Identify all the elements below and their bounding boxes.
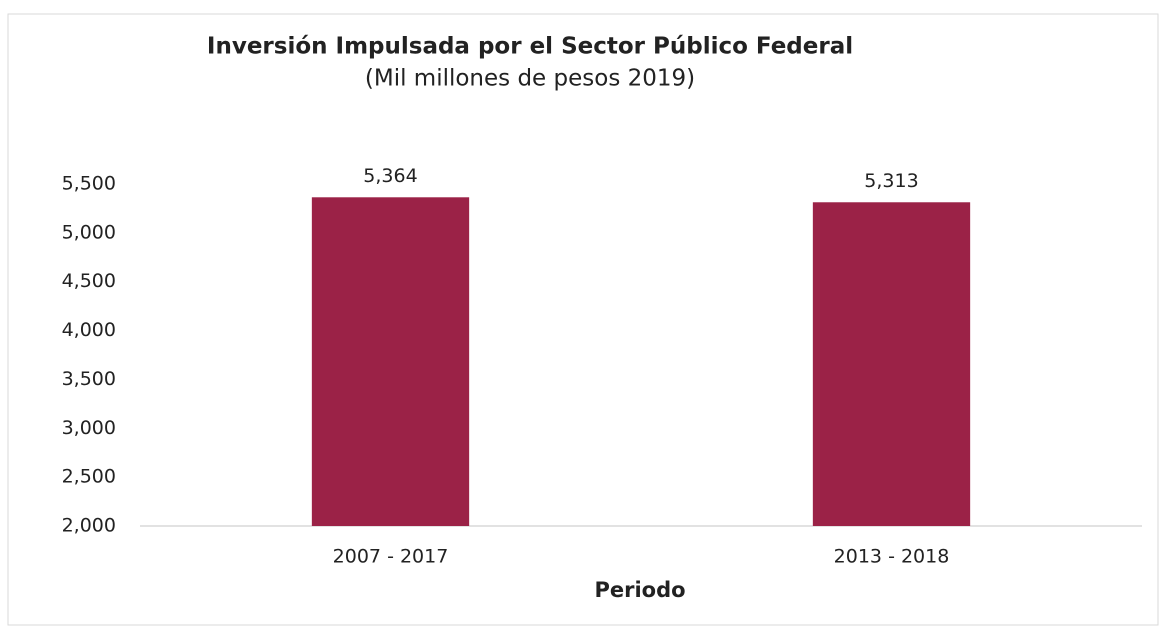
chart-title: Inversión Impulsada por el Sector Públic… (207, 34, 853, 60)
y-tick-label: 2,000 (62, 515, 116, 537)
y-tick-label: 5,000 (62, 221, 116, 243)
y-tick-label: 4,000 (62, 319, 116, 341)
data-label: 5,313 (864, 170, 918, 192)
x-tick-label: 2007 - 2017 (333, 546, 449, 568)
chart-border (7, 13, 1159, 626)
y-tick-label: 4,500 (62, 270, 116, 292)
bar (812, 202, 971, 526)
y-tick-label: 5,500 (62, 173, 116, 195)
y-tick-label: 3,500 (62, 368, 116, 390)
bar (311, 197, 470, 527)
x-axis-label: Periodo (594, 578, 685, 602)
chart-subtitle: (Mil millones de pesos 2019) (365, 66, 695, 92)
y-tick-label: 2,500 (62, 466, 116, 488)
x-tick-label: 2013 - 2018 (834, 546, 950, 568)
y-tick-label: 3,000 (62, 417, 116, 439)
data-label: 5,364 (363, 165, 417, 187)
